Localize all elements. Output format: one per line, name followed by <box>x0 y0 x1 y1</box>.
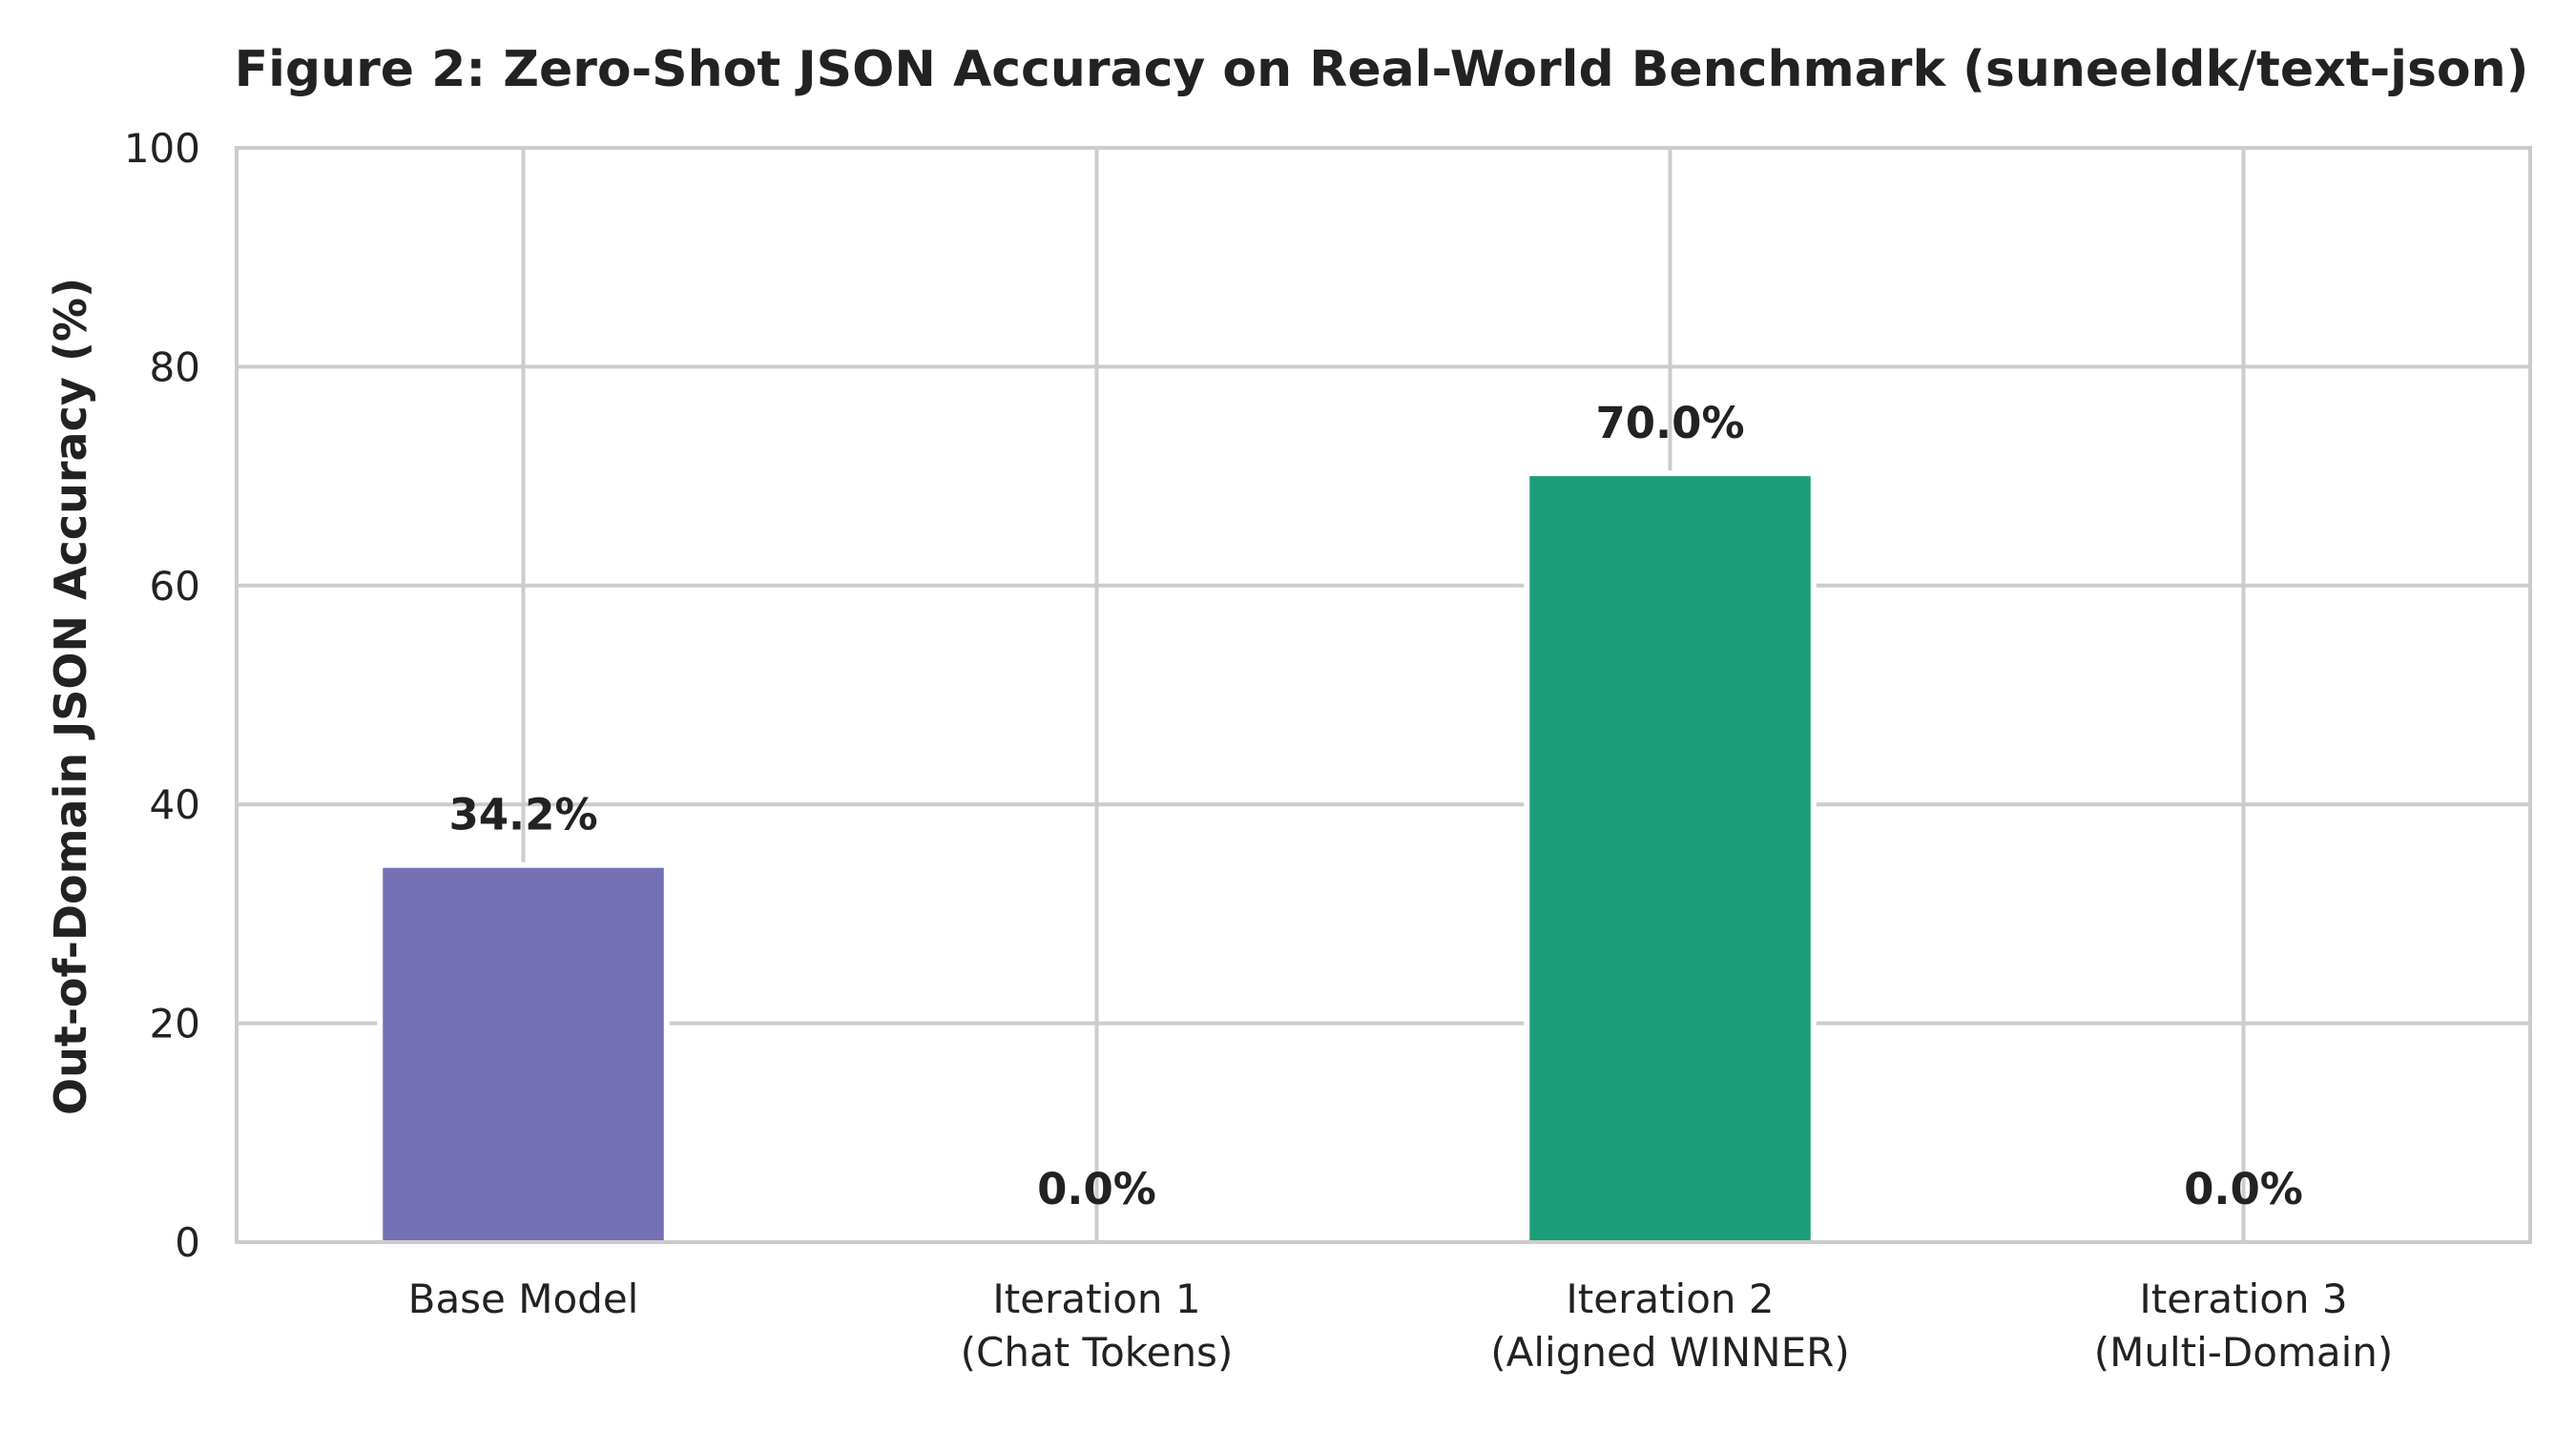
bar-value-label: 0.0% <box>1037 1164 1156 1214</box>
plot-frame <box>235 146 2532 1244</box>
y-tick-label: 60 <box>150 563 200 610</box>
y-tick-label: 80 <box>150 343 200 390</box>
y-tick-label: 40 <box>150 781 200 828</box>
x-tick-label: (Multi-Domain) <box>2094 1329 2394 1376</box>
bar-value-label: 0.0% <box>2184 1164 2303 1214</box>
x-tick-label: Iteration 1 <box>992 1275 1200 1322</box>
bar-value-label: 70.0% <box>1595 398 1744 448</box>
y-tick-labels: 0 20 40 60 80 100 <box>124 125 200 1266</box>
x-tick-labels: Base Model Iteration 1 (Chat Tokens) Iterat… <box>408 1275 2394 1376</box>
bars <box>377 470 1817 1243</box>
x-tick-label: (Chat Tokens) <box>961 1329 1234 1376</box>
y-tick-label: 0 <box>175 1219 200 1266</box>
y-tick-label: 20 <box>150 1001 200 1047</box>
x-tick-label: Base Model <box>408 1275 639 1322</box>
y-tick-label: 100 <box>124 125 200 172</box>
x-tick-label: (Aligned WINNER) <box>1490 1329 1849 1376</box>
chart-title: Figure 2: Zero-Shot JSON Accuracy on Rea… <box>235 41 2529 98</box>
y-axis-label: Out-of-Domain JSON Accuracy (%) <box>45 278 96 1115</box>
data-labels: 34.2% 0.0% 70.0% 0.0% <box>448 398 2302 1214</box>
bar-value-label: 34.2% <box>448 790 597 840</box>
x-tick-label: Iteration 2 <box>1566 1275 1774 1322</box>
bar <box>1529 476 1811 1243</box>
x-tick-label: Iteration 3 <box>2139 1275 2347 1322</box>
bar <box>383 867 664 1242</box>
